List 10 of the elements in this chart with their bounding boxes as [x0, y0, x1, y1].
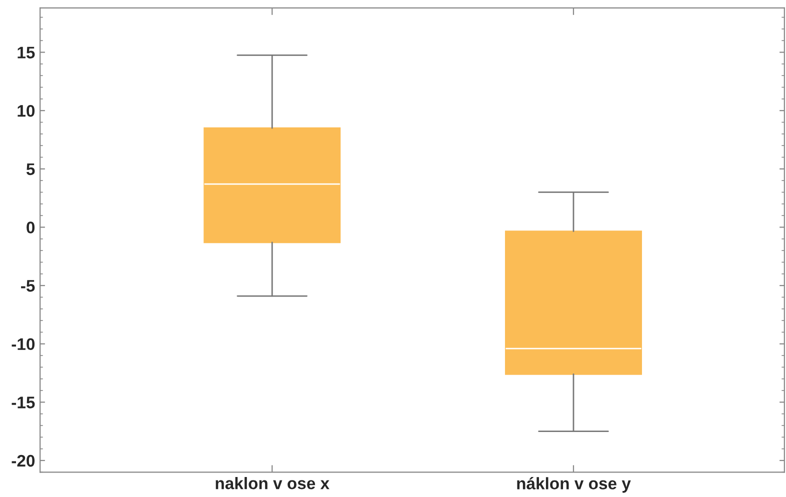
x-tick-label: naklon v ose x: [216, 477, 330, 490]
y-tick-label: -5: [21, 280, 35, 292]
y-tick-label: 0: [26, 222, 35, 234]
y-tick-label: 5: [26, 163, 35, 176]
y-tick-label: -10: [12, 338, 35, 350]
y-tick-label: 15: [18, 46, 35, 58]
x-tick-label: náklon v ose y: [517, 477, 631, 493]
y-tick-label: -15: [12, 396, 35, 408]
y-tick-label: -20: [12, 454, 35, 467]
y-tick-label: 10: [18, 104, 35, 117]
